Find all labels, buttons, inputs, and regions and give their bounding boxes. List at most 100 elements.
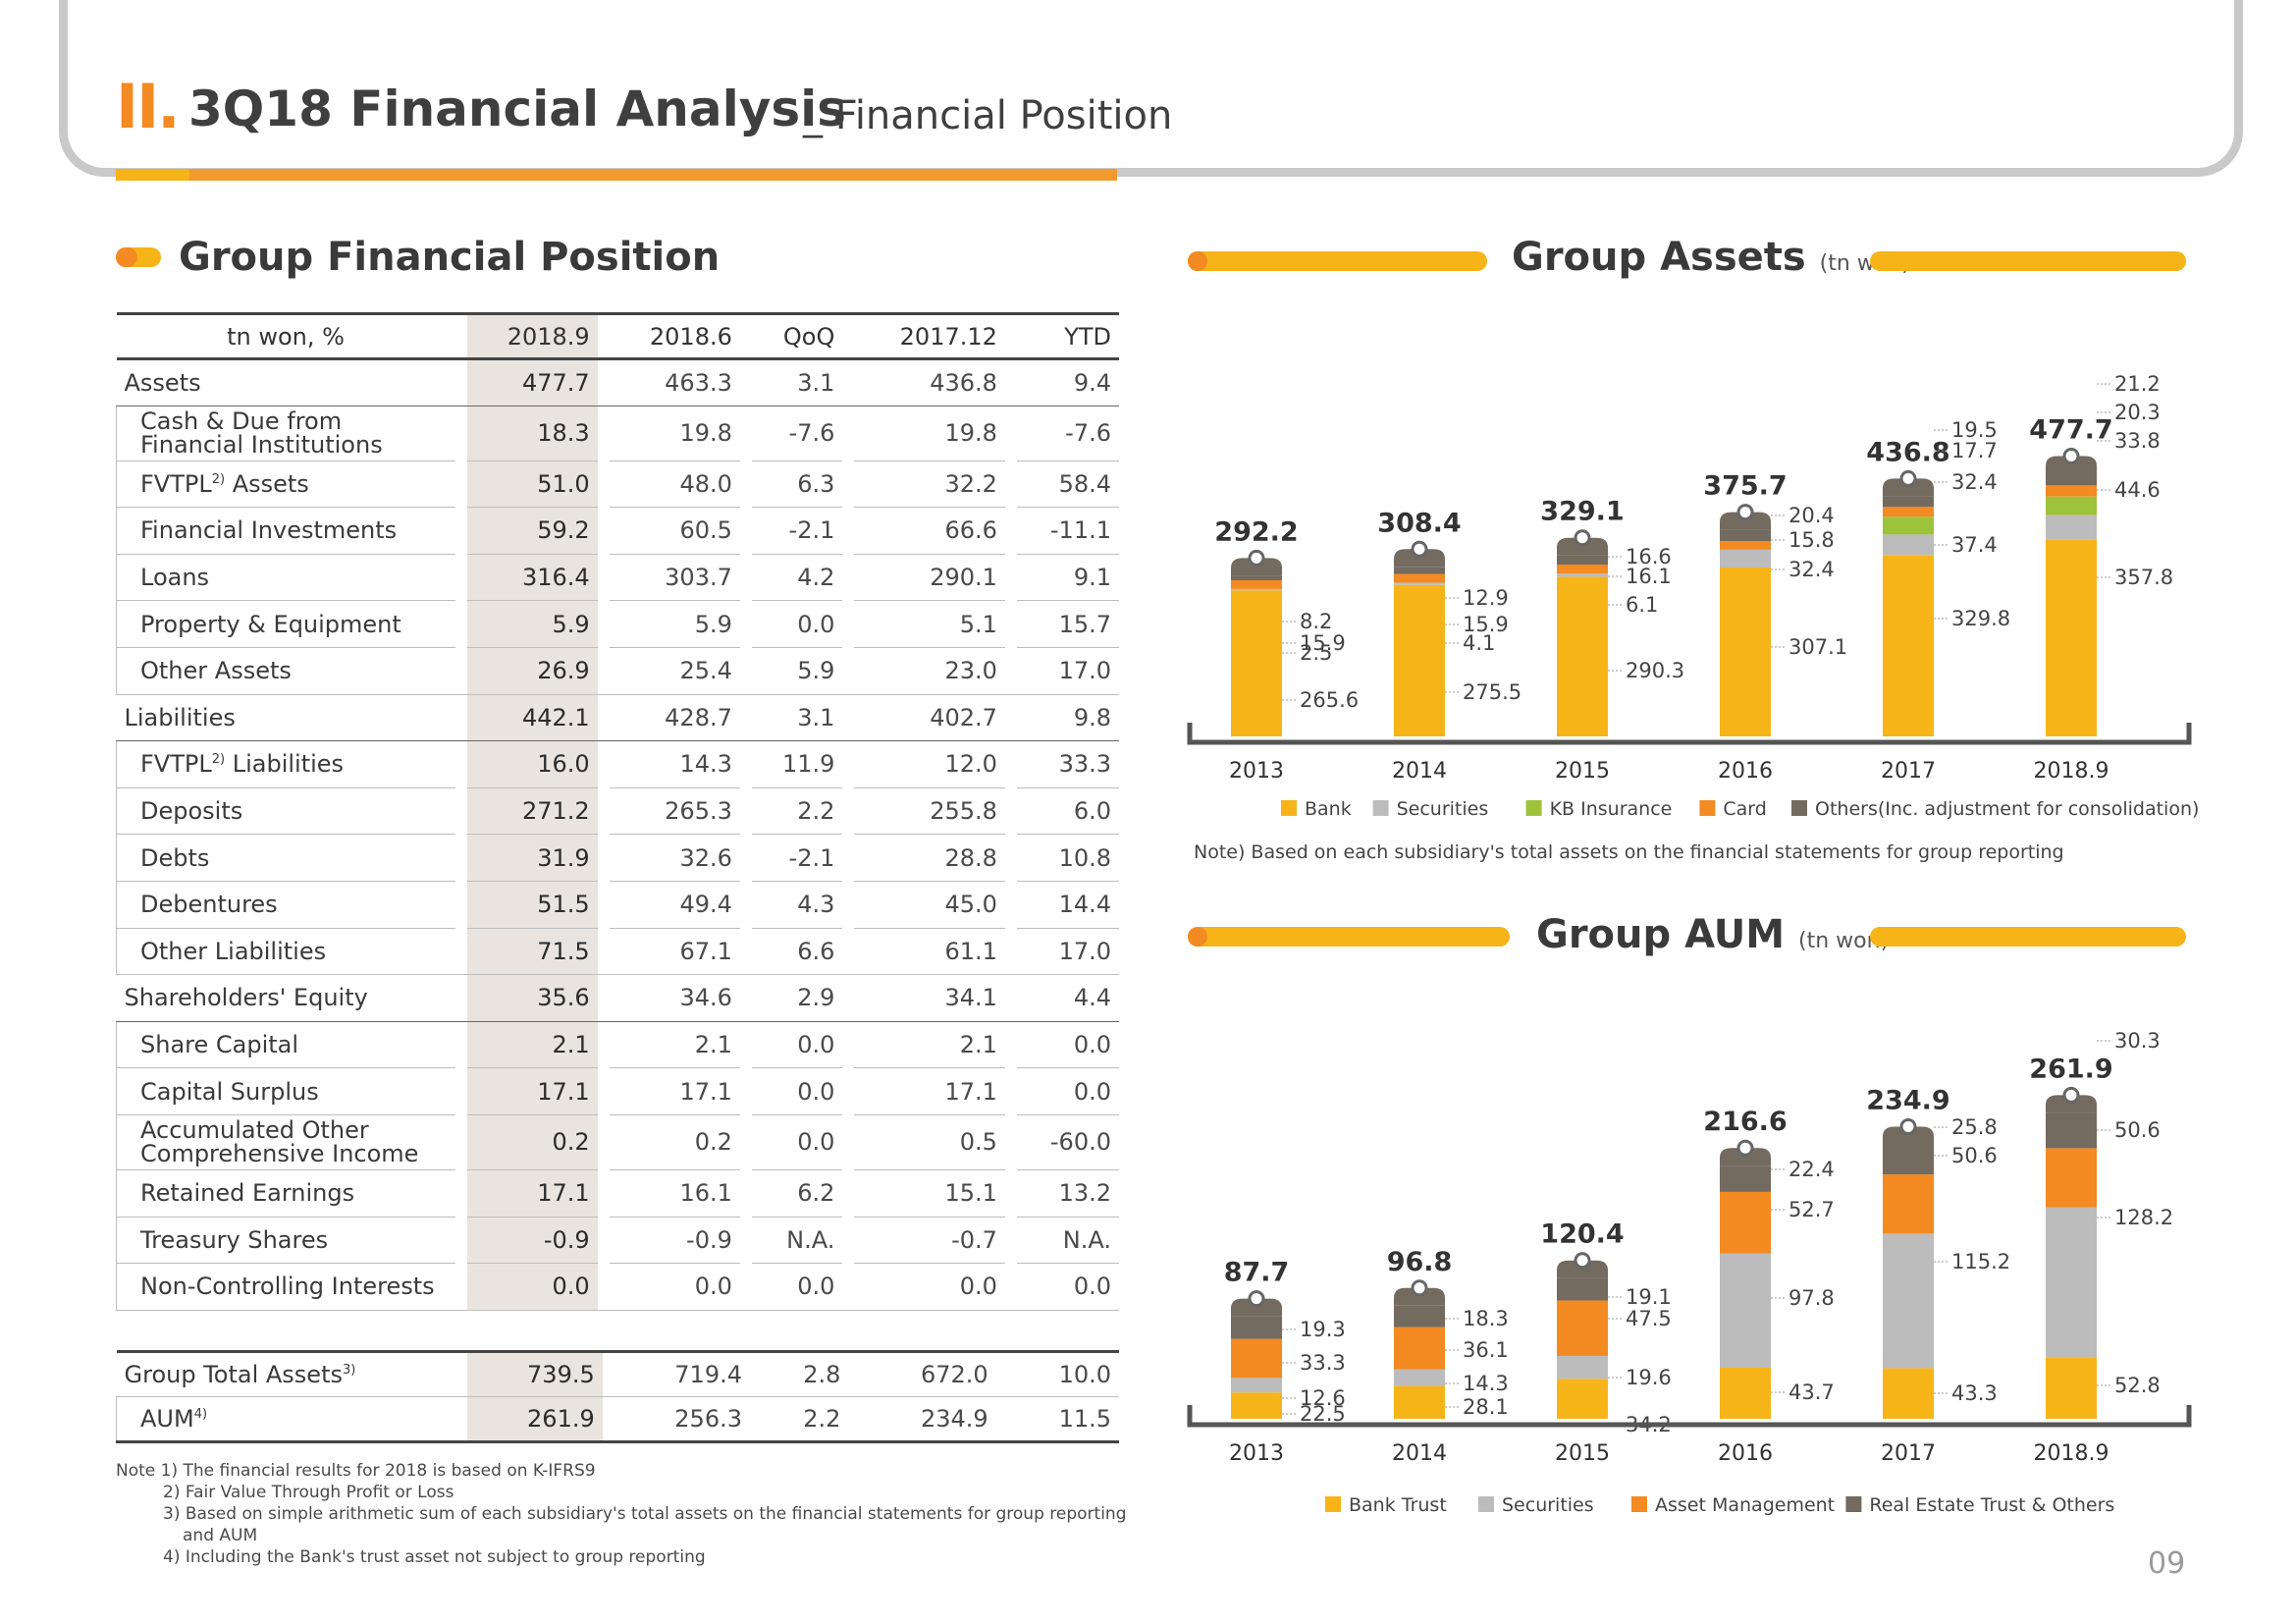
table-cell: 255.8 xyxy=(854,787,1005,836)
legend-swatch xyxy=(1372,800,1389,816)
row-label: FVTPL2) Assets xyxy=(116,460,455,509)
column-gap xyxy=(1004,312,1017,360)
column-gap xyxy=(995,1350,1008,1397)
legend-swatch xyxy=(1845,1496,1862,1512)
column-gap xyxy=(842,1169,855,1217)
bar-cap xyxy=(1720,1148,1771,1166)
bar-segment xyxy=(1557,1379,1608,1419)
table-cell: 0.2 xyxy=(609,1114,740,1170)
column-gap xyxy=(1004,1263,1017,1311)
column-gap xyxy=(454,1263,467,1311)
table-cell: 25.4 xyxy=(609,647,740,695)
column-gap xyxy=(454,507,467,555)
column-gap xyxy=(597,1114,610,1170)
column-gap xyxy=(1004,600,1017,648)
segment-label: 18.3 xyxy=(1463,1307,1509,1330)
table-cell: 0.0 xyxy=(751,1021,843,1069)
row-label: Non-Controlling Interests xyxy=(116,1263,455,1311)
table-cell: 5.9 xyxy=(466,600,598,648)
column-gap xyxy=(739,694,752,742)
column-header: 2018.6 xyxy=(609,312,740,360)
table-cell: 17.1 xyxy=(609,1067,740,1115)
bar-segment xyxy=(1394,1385,1445,1419)
column-gap xyxy=(602,1350,614,1397)
segment-label: 290.3 xyxy=(1626,659,1684,682)
column-gap xyxy=(597,787,610,835)
table-cell: 436.8 xyxy=(854,358,1005,406)
column-gap xyxy=(597,507,610,555)
table-cell: 265.3 xyxy=(609,787,740,836)
table-cell: 58.4 xyxy=(1016,460,1119,509)
row-label: Retained Earnings xyxy=(116,1169,455,1218)
x-tick-label: 2018.9 xyxy=(2034,1441,2109,1466)
note-line: 3) Based on simple arithmetic sum of eac… xyxy=(163,1504,1127,1524)
column-gap xyxy=(454,358,467,406)
table-cell: 10.0 xyxy=(1007,1350,1119,1397)
table-cell: 17.1 xyxy=(466,1067,598,1115)
page-title: 3Q18 Financial Analysis xyxy=(188,81,846,137)
column-gap xyxy=(1004,358,1017,406)
table-cell: 67.1 xyxy=(609,928,740,976)
row-label-text: Assets xyxy=(225,469,309,498)
x-tick-label: 2017 xyxy=(1881,759,1936,784)
column-gap xyxy=(597,600,610,648)
segment-label: 22.4 xyxy=(1789,1158,1835,1181)
table-header-row: tn won, % 2018.9 2018.6 QoQ 2017.12 YTD xyxy=(116,312,1119,360)
bar-segment xyxy=(1720,1165,1771,1192)
table-cell: 719.4 xyxy=(614,1350,750,1397)
total-label: 234.9 xyxy=(1866,1085,1949,1115)
table-cell: 66.6 xyxy=(854,507,1005,555)
segment-label: 47.5 xyxy=(1626,1307,1672,1330)
table-cell: 15.7 xyxy=(1016,600,1119,648)
segment-label: 33.3 xyxy=(1300,1351,1346,1375)
table-cell: 0.0 xyxy=(854,1263,1005,1311)
total-label: 329.1 xyxy=(1540,497,1624,527)
column-gap xyxy=(602,1396,614,1443)
segment-label: 14.3 xyxy=(1463,1372,1509,1395)
column-gap xyxy=(454,834,467,882)
group-aum-chart: 87.7 2013 22.512.6 33.3 19.3 96.8 2014 28.114.3… xyxy=(1187,1029,2192,1516)
segment-label: 22.5 xyxy=(1300,1402,1346,1426)
segment-label: 12.9 xyxy=(1463,586,1509,610)
bar-segment xyxy=(1557,1277,1608,1301)
table-cell: 463.3 xyxy=(609,358,740,406)
bar-segment xyxy=(2046,539,2097,736)
table-cell: 316.4 xyxy=(466,554,598,602)
column-gap xyxy=(842,1114,855,1170)
bar-segment xyxy=(1883,1368,1934,1419)
column-gap xyxy=(1004,787,1017,835)
legend-swatch xyxy=(1791,800,1807,816)
bar-tag-icon xyxy=(1899,469,1917,487)
table-cell: 3.1 xyxy=(751,358,843,406)
table-cell: -2.1 xyxy=(751,834,843,882)
table-cell: 48.0 xyxy=(609,460,740,509)
row-label-text: Cash & Due from Financial Institutions xyxy=(140,407,383,460)
chart-title-deco-left xyxy=(1188,251,1487,271)
column-gap xyxy=(1004,974,1017,1022)
table-cell: 19.8 xyxy=(609,406,740,461)
footnote-marker: 3) xyxy=(342,1363,356,1378)
row-label: Loans xyxy=(116,554,455,602)
table-cell: 51.5 xyxy=(466,881,598,929)
segment-label: 16.6 xyxy=(1626,545,1672,568)
table-cell: 0.0 xyxy=(609,1263,740,1311)
column-gap xyxy=(739,1263,752,1311)
column-gap xyxy=(739,554,752,601)
table-cell: 16.0 xyxy=(466,740,598,788)
bar-cap xyxy=(1231,558,1282,576)
segment-label: 275.5 xyxy=(1463,680,1522,704)
assets-chart-title: Group Assets (tn won) xyxy=(1512,235,1910,280)
segment-label: 128.2 xyxy=(2114,1206,2173,1229)
column-gap xyxy=(848,1350,861,1397)
column-gap xyxy=(842,1067,855,1115)
column-gap xyxy=(739,974,752,1022)
legend-label: Asset Management xyxy=(1655,1494,1835,1516)
bar-segment xyxy=(1231,1316,1282,1339)
bar-segment xyxy=(1720,529,1771,542)
bar-segment xyxy=(1394,1369,1445,1386)
total-label: 477.7 xyxy=(2029,414,2112,445)
bar-segment xyxy=(1394,567,1445,574)
bar-segment xyxy=(1720,1253,1771,1368)
bar-tag-icon xyxy=(1248,1290,1265,1308)
row-label-text: Retained Earnings xyxy=(140,1179,355,1208)
